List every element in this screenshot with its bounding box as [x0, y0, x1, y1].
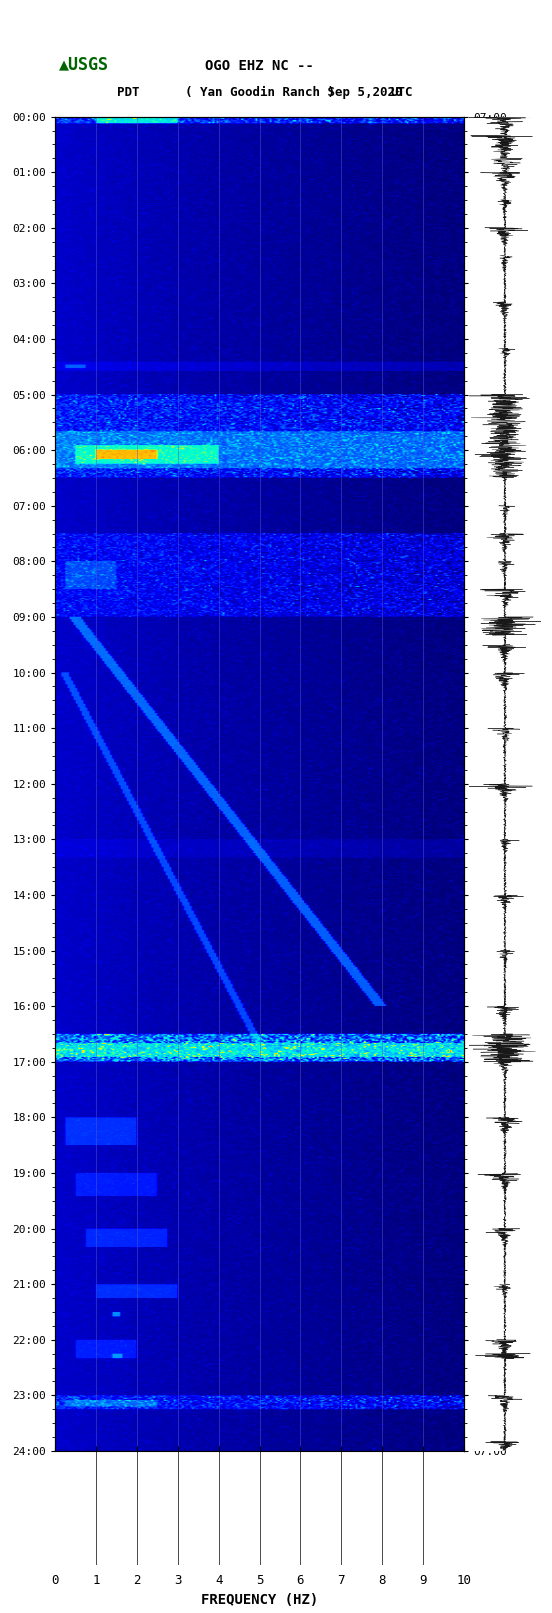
Text: Sep 5,2020: Sep 5,2020: [259, 85, 402, 98]
Text: PDT: PDT: [116, 85, 139, 98]
Text: ▲USGS: ▲USGS: [59, 55, 109, 73]
Text: OGO EHZ NC --: OGO EHZ NC --: [205, 58, 314, 73]
Text: UTC: UTC: [390, 85, 413, 98]
X-axis label: FREQUENCY (HZ): FREQUENCY (HZ): [201, 1594, 319, 1607]
Text: ( Yan Goodin Ranch ): ( Yan Goodin Ranch ): [184, 85, 335, 98]
